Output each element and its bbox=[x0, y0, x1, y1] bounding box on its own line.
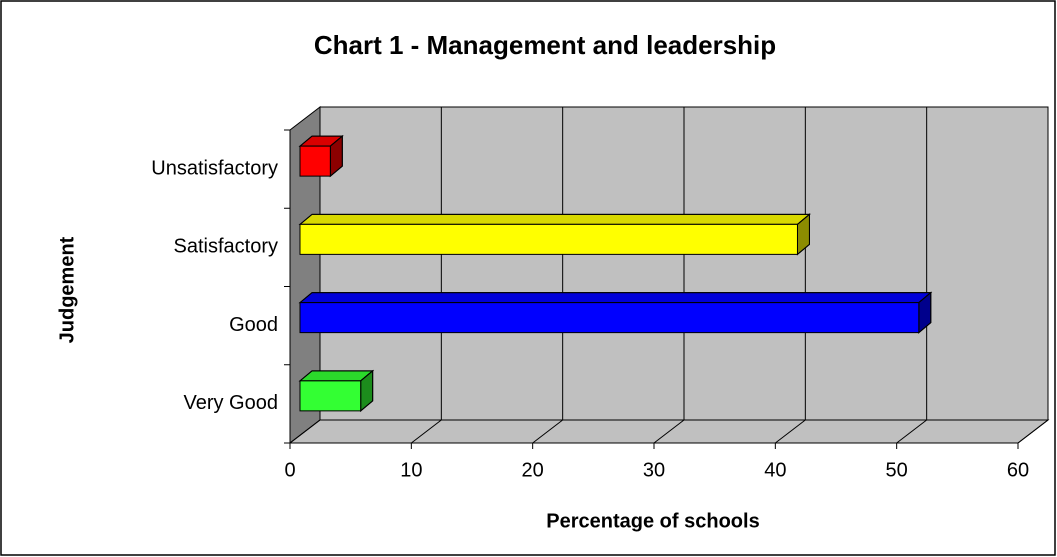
x-axis-title: Percentage of schools bbox=[546, 510, 759, 532]
floor-grid-line bbox=[411, 419, 442, 444]
x-tick-label: 50 bbox=[886, 459, 908, 481]
y-tick-label: Unsatisfactory bbox=[151, 157, 278, 179]
x-tick-label: 30 bbox=[643, 459, 665, 481]
bar bbox=[298, 213, 811, 256]
floor-grid-line bbox=[532, 419, 563, 444]
bar-top-shade bbox=[298, 213, 811, 225]
chart-title: Chart 1 - Management and leadership bbox=[314, 30, 776, 60]
floor-grid-line bbox=[775, 419, 806, 444]
y-tick-label: Satisfactory bbox=[174, 236, 278, 258]
bar-top-shade bbox=[298, 292, 933, 304]
x-tick-label: 20 bbox=[522, 459, 544, 481]
floor-grid-line bbox=[896, 419, 927, 444]
x-tick-label: 40 bbox=[764, 459, 786, 481]
floor-grid-line bbox=[1017, 419, 1049, 444]
floor-grid-line bbox=[289, 419, 321, 444]
bar-front bbox=[299, 145, 331, 177]
bar-front bbox=[299, 380, 362, 412]
x-tick-label: 0 bbox=[284, 459, 295, 481]
x-tick-label: 10 bbox=[400, 459, 422, 481]
bar-front bbox=[299, 302, 920, 334]
bar bbox=[298, 369, 375, 412]
bar-front bbox=[299, 223, 798, 255]
x-tick-label: 60 bbox=[1007, 459, 1029, 481]
y-tick-label: Very Good bbox=[183, 392, 278, 414]
floor-grid-line bbox=[653, 419, 685, 444]
y-tick-label: Good bbox=[229, 314, 278, 336]
bar bbox=[298, 135, 344, 178]
bar bbox=[298, 291, 933, 334]
y-axis-title: Judgement bbox=[56, 236, 78, 343]
